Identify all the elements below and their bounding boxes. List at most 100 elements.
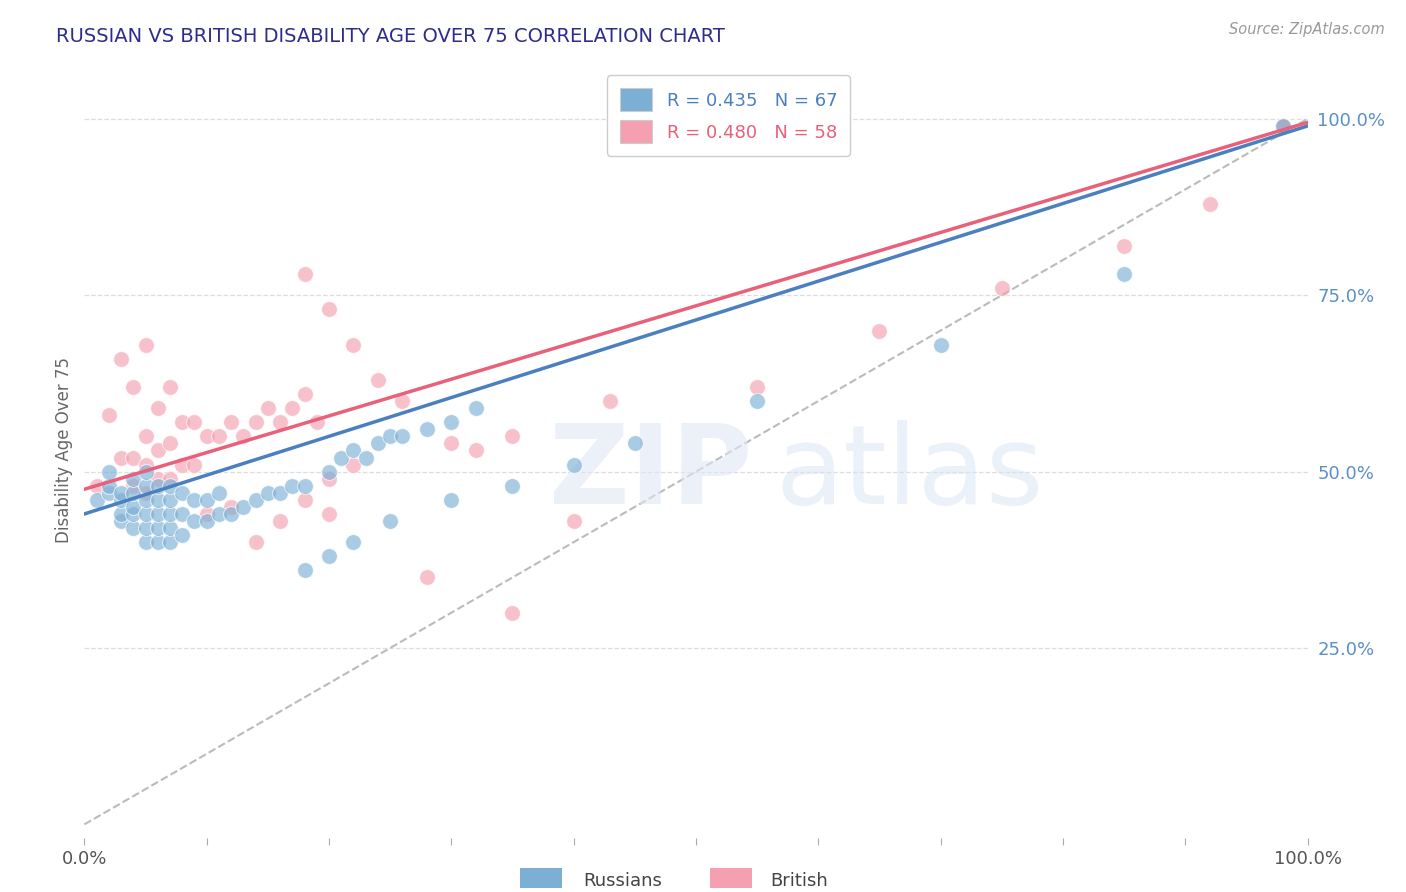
Point [747, 380, 769, 394]
Point [135, 429, 157, 443]
Point [991, 281, 1014, 295]
Point [172, 485, 194, 500]
Point [502, 606, 524, 620]
Point [380, 429, 402, 443]
Point [122, 479, 145, 493]
Point [1272, 119, 1295, 133]
Point [159, 436, 181, 450]
Point [195, 492, 218, 507]
Point [1114, 239, 1136, 253]
Point [318, 472, 340, 486]
Point [330, 450, 353, 465]
Point [245, 492, 267, 507]
Text: ZIP: ZIP [550, 420, 752, 527]
Point [135, 535, 157, 549]
Point [562, 514, 585, 528]
Point [294, 492, 316, 507]
Point [159, 521, 181, 535]
Point [110, 514, 132, 528]
Point [110, 485, 132, 500]
Point [122, 521, 145, 535]
Y-axis label: Disability Age Over 75: Disability Age Over 75 [55, 358, 73, 543]
Point [281, 401, 304, 416]
Point [135, 521, 157, 535]
Point [135, 485, 157, 500]
Point [380, 514, 402, 528]
Point [146, 521, 169, 535]
Point [146, 479, 169, 493]
Point [146, 492, 169, 507]
Point [305, 415, 328, 429]
Point [416, 422, 439, 436]
Point [562, 458, 585, 472]
Point [257, 401, 280, 416]
Point [97, 485, 120, 500]
Point [135, 479, 157, 493]
Point [342, 337, 364, 351]
Point [747, 394, 769, 409]
Text: British: British [770, 872, 828, 890]
Point [440, 415, 463, 429]
Point [464, 401, 486, 416]
Point [195, 429, 218, 443]
Point [110, 351, 132, 366]
Point [1272, 119, 1295, 133]
Point [219, 507, 242, 521]
Point [1114, 267, 1136, 281]
Point [110, 492, 132, 507]
Legend: R = 0.435   N = 67, R = 0.480   N = 58: R = 0.435 N = 67, R = 0.480 N = 58 [607, 75, 851, 156]
Point [440, 436, 463, 450]
Point [135, 337, 157, 351]
Point [97, 479, 120, 493]
Point [342, 535, 364, 549]
Point [281, 479, 304, 493]
Point [208, 485, 231, 500]
Point [208, 429, 231, 443]
Point [135, 507, 157, 521]
Point [183, 415, 205, 429]
Point [502, 479, 524, 493]
Point [1272, 119, 1295, 133]
Point [146, 472, 169, 486]
Point [367, 373, 389, 387]
Point [110, 507, 132, 521]
Point [318, 549, 340, 564]
Point [318, 465, 340, 479]
Point [172, 458, 194, 472]
Point [97, 408, 120, 422]
Point [294, 479, 316, 493]
Point [245, 415, 267, 429]
Point [159, 535, 181, 549]
Point [122, 472, 145, 486]
Point [929, 337, 952, 351]
Point [208, 507, 231, 521]
Point [869, 324, 891, 338]
Point [86, 492, 108, 507]
Point [367, 436, 389, 450]
Point [159, 507, 181, 521]
Point [502, 429, 524, 443]
Point [110, 450, 132, 465]
Point [122, 450, 145, 465]
Point [245, 535, 267, 549]
Point [97, 465, 120, 479]
Text: Source: ZipAtlas.com: Source: ZipAtlas.com [1229, 22, 1385, 37]
Point [172, 507, 194, 521]
Point [183, 492, 205, 507]
Point [146, 535, 169, 549]
Point [464, 443, 486, 458]
Point [146, 401, 169, 416]
Point [159, 492, 181, 507]
Point [391, 429, 413, 443]
Point [219, 415, 242, 429]
Point [269, 514, 291, 528]
Point [172, 528, 194, 542]
Point [269, 415, 291, 429]
Text: RUSSIAN VS BRITISH DISABILITY AGE OVER 75 CORRELATION CHART: RUSSIAN VS BRITISH DISABILITY AGE OVER 7… [56, 27, 725, 45]
Point [391, 394, 413, 409]
Point [146, 443, 169, 458]
Point [135, 492, 157, 507]
Point [122, 380, 145, 394]
Point [342, 443, 364, 458]
Point [257, 485, 280, 500]
